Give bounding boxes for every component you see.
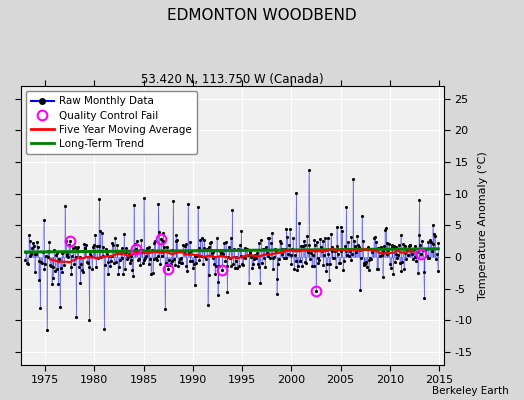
Text: Berkeley Earth: Berkeley Earth bbox=[432, 386, 508, 396]
Legend: Raw Monthly Data, Quality Control Fail, Five Year Moving Average, Long-Term Tren: Raw Monthly Data, Quality Control Fail, … bbox=[26, 91, 197, 154]
Y-axis label: Temperature Anomaly (°C): Temperature Anomaly (°C) bbox=[478, 151, 488, 300]
Text: EDMONTON WOODBEND: EDMONTON WOODBEND bbox=[167, 8, 357, 23]
Title: 53.420 N, 113.750 W (Canada): 53.420 N, 113.750 W (Canada) bbox=[141, 73, 324, 86]
